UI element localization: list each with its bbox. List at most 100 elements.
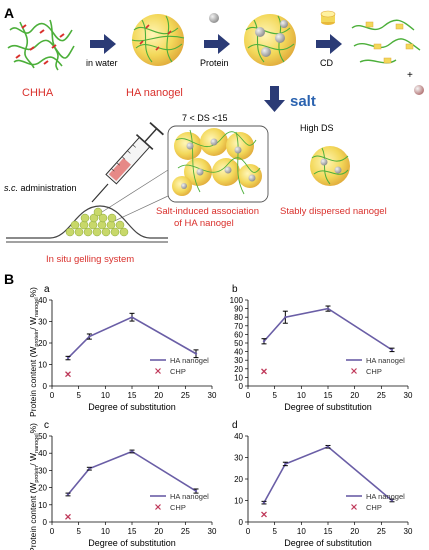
data-point-ha-nanogel: [326, 307, 330, 310]
chart-a: a 0 10 20 30 40 0 5 10 15 20 25 30 Degree of substitu…: [38, 284, 217, 412]
x-tick-label: 30: [208, 391, 217, 400]
y-axis-label-bottom: Protein content (Wprotein/ Wnanogel%): [28, 423, 40, 550]
gel-depot-illustration: [6, 205, 168, 243]
x-tick-label: 20: [350, 527, 359, 536]
y-tick-label: 20: [38, 339, 47, 348]
data-point-ha-nanogel: [262, 501, 266, 504]
chart-d: d 0 10 20 30 40 0 5 10 15 20 25 30 Degree of substitu…: [232, 420, 413, 548]
y-tick-label: 0: [239, 518, 244, 527]
y-tick-label: 20: [234, 475, 243, 484]
y-tick-label: 0: [239, 382, 244, 391]
x-tick-label: 20: [350, 391, 359, 400]
y-axis-label-top: Protein content (Wprotein/ Wnanogel%): [28, 287, 40, 417]
panel-a-letter: A: [4, 5, 14, 21]
y-tick-label: 0: [43, 382, 48, 391]
label-protein: Protein: [200, 58, 229, 68]
arrow-icon: [316, 34, 342, 54]
x-tick-label: 15: [324, 391, 333, 400]
legend-label-chp: CHP: [366, 367, 382, 376]
data-point-ha-nanogel: [326, 445, 330, 448]
subpanel-letter: a: [44, 284, 50, 295]
label-salt-association-line2: of HA nanogel: [174, 218, 234, 229]
aggregated-nanogel-illustration: [167, 125, 269, 203]
legend-swatch-chp: [155, 368, 161, 374]
y-tick-label: 30: [234, 454, 243, 463]
y-tick-label: 70: [234, 322, 243, 331]
data-point-ha-nanogel: [88, 335, 91, 338]
protein-icon: [209, 13, 219, 23]
label-salt-association-line1: Salt-induced association: [156, 206, 259, 217]
data-point-ha-nanogel: [390, 499, 394, 502]
label-plus: +: [407, 70, 413, 81]
label-high-ds: High DS: [300, 123, 334, 133]
data-point-ha-nanogel: [262, 340, 266, 343]
data-point-ha-nanogel: [284, 462, 287, 466]
legend-label-chp: CHP: [366, 503, 382, 512]
x-tick-label: 10: [101, 391, 110, 400]
subpanel-letter: d: [232, 420, 238, 431]
arrow-icon: [204, 34, 230, 54]
dispersed-nanogel-illustration: [310, 146, 350, 186]
x-tick-label: 0: [246, 391, 251, 400]
y-tick-label: 10: [234, 497, 243, 506]
data-point-ha-nanogel: [284, 316, 287, 319]
data-point-ha-nanogel: [130, 316, 134, 319]
legend-label-ha-nanogel: HA nanogel: [170, 356, 209, 365]
label-ds-range: 7 < DS <15: [182, 113, 228, 123]
series-line-ha-nanogel: [263, 445, 393, 504]
label-cd: CD: [320, 58, 333, 68]
y-tick-label: 50: [234, 339, 243, 348]
legend-swatch-chp: [351, 504, 357, 510]
subpanel-letter: c: [44, 420, 49, 431]
x-axis-label: Degree of substitution: [284, 538, 372, 548]
x-tick-label: 5: [76, 527, 81, 536]
x-tick-label: 10: [101, 527, 110, 536]
chha-strands-illustration: [7, 19, 75, 71]
y-tick-label: 20: [234, 365, 243, 374]
chha-cholesterol-marks: [15, 24, 65, 65]
y-tick-label: 40: [38, 449, 47, 458]
y-tick-label: 30: [38, 466, 47, 475]
data-point-chp: [261, 511, 267, 518]
x-axis-label: Degree of substitution: [88, 402, 176, 412]
x-tick-label: 0: [246, 527, 251, 536]
x-tick-label: 20: [154, 391, 163, 400]
y-tick-label: 0: [43, 518, 48, 527]
x-axis-label: Degree of substitution: [284, 402, 372, 412]
label-in-situ: In situ gelling system: [46, 254, 134, 265]
y-tick-label: 30: [234, 356, 243, 365]
x-tick-label: 0: [50, 391, 55, 400]
label-stably-dispersed: Stably dispersed nanogel: [280, 206, 387, 217]
x-tick-label: 15: [324, 527, 333, 536]
x-tick-label: 30: [208, 527, 217, 536]
arrow-icon: [90, 34, 116, 54]
legend-swatch-chp: [351, 368, 357, 374]
legend-label-ha-nanogel: HA nanogel: [366, 492, 405, 501]
label-ha-nanogel: HA nanogel: [126, 87, 183, 99]
x-tick-label: 20: [154, 527, 163, 536]
x-tick-label: 5: [272, 391, 277, 400]
data-point-ha-nanogel: [390, 348, 394, 352]
legend-swatch-chp: [155, 504, 161, 510]
legend-label-ha-nanogel: HA nanogel: [170, 492, 209, 501]
data-point-ha-nanogel: [66, 493, 70, 496]
data-point-ha-nanogel: [88, 467, 91, 470]
x-tick-label: 25: [377, 391, 386, 400]
data-point-chp: [65, 371, 71, 378]
data-point-ha-nanogel: [194, 489, 198, 493]
legend-label-ha-nanogel: HA nanogel: [366, 356, 405, 365]
label-chha: CHHA: [22, 87, 54, 99]
loaded-nanogel-illustration: [244, 14, 296, 66]
panel-b-letter: B: [4, 271, 14, 287]
subpanel-letter: b: [232, 284, 238, 295]
svg-text:Protein content (Wprotein/ Wna: Protein content (Wprotein/ Wnanogel%): [28, 287, 40, 417]
y-tick-label: 60: [234, 330, 243, 339]
syringe-icon: [91, 121, 169, 225]
x-tick-label: 15: [128, 527, 137, 536]
y-tick-label: 100: [230, 296, 244, 305]
x-tick-label: 5: [76, 391, 81, 400]
y-tick-label: 10: [38, 361, 47, 370]
legend-label-chp: CHP: [170, 367, 186, 376]
x-tick-label: 25: [181, 527, 190, 536]
